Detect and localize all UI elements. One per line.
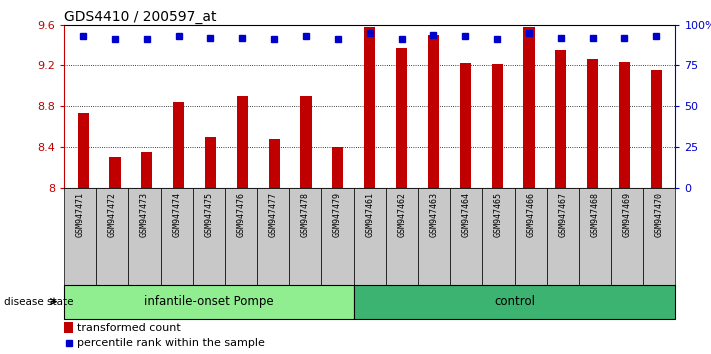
Bar [205,137,216,188]
Bar [396,48,407,188]
Bar [386,188,418,285]
Bar [579,188,611,285]
Text: GSM947470: GSM947470 [655,193,664,238]
Text: GSM947477: GSM947477 [269,193,278,238]
Bar [193,188,225,285]
Bar [555,50,567,188]
Bar [515,188,547,285]
Bar [64,285,353,319]
Bar [237,96,248,188]
Bar [289,188,321,285]
Bar [64,322,73,333]
Text: percentile rank within the sample: percentile rank within the sample [77,338,265,348]
Bar [77,113,89,188]
Text: GSM947466: GSM947466 [526,193,535,238]
Bar [321,188,353,285]
Text: GSM947461: GSM947461 [365,193,374,238]
Bar [257,188,289,285]
Bar [364,27,375,188]
Bar [109,157,121,188]
Bar [332,147,343,188]
Bar [418,188,450,285]
Bar [353,285,675,319]
Bar [129,188,161,285]
Bar [460,63,471,188]
Bar [611,188,643,285]
Text: GSM947475: GSM947475 [204,193,213,238]
Text: GSM947465: GSM947465 [494,193,503,238]
Text: GSM947474: GSM947474 [172,193,181,238]
Bar [269,139,279,188]
Text: GSM947463: GSM947463 [429,193,439,238]
Bar [64,188,96,285]
Text: infantile-onset Pompe: infantile-onset Pompe [144,295,274,308]
Bar [491,64,503,188]
Text: disease state: disease state [4,297,73,307]
Text: GSM947476: GSM947476 [237,193,245,238]
Bar [96,188,129,285]
Text: GDS4410 / 200597_at: GDS4410 / 200597_at [64,10,216,24]
Text: GSM947473: GSM947473 [140,193,149,238]
Bar [353,188,386,285]
Bar [523,27,535,188]
Text: GSM947462: GSM947462 [397,193,407,238]
Bar [141,152,152,188]
Bar [651,69,662,188]
Bar [482,188,515,285]
Bar [450,188,482,285]
Text: control: control [494,295,535,308]
Bar [587,59,598,188]
Text: GSM947467: GSM947467 [558,193,567,238]
Text: GSM947479: GSM947479 [333,193,342,238]
Bar [428,35,439,188]
Text: transformed count: transformed count [77,322,181,332]
Text: GSM947469: GSM947469 [623,193,631,238]
Text: GSM947478: GSM947478 [301,193,310,238]
Bar [173,102,184,188]
Text: GSM947471: GSM947471 [75,193,85,238]
Text: GSM947468: GSM947468 [591,193,599,238]
Bar [547,188,579,285]
Bar [161,188,193,285]
Bar [619,62,630,188]
Bar [225,188,257,285]
Text: GSM947472: GSM947472 [108,193,117,238]
Bar [643,188,675,285]
Bar [301,96,311,188]
Text: GSM947464: GSM947464 [461,193,471,238]
